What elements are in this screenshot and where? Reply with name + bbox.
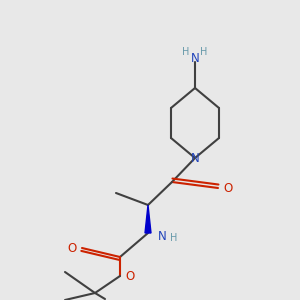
- Text: O: O: [68, 242, 76, 254]
- Text: H: H: [182, 47, 190, 57]
- Text: N: N: [190, 152, 200, 164]
- Text: H: H: [200, 47, 208, 57]
- Text: N: N: [158, 230, 166, 242]
- Text: N: N: [190, 52, 200, 64]
- Polygon shape: [145, 205, 151, 233]
- Text: O: O: [125, 269, 135, 283]
- Text: H: H: [170, 233, 178, 243]
- Text: O: O: [224, 182, 232, 194]
